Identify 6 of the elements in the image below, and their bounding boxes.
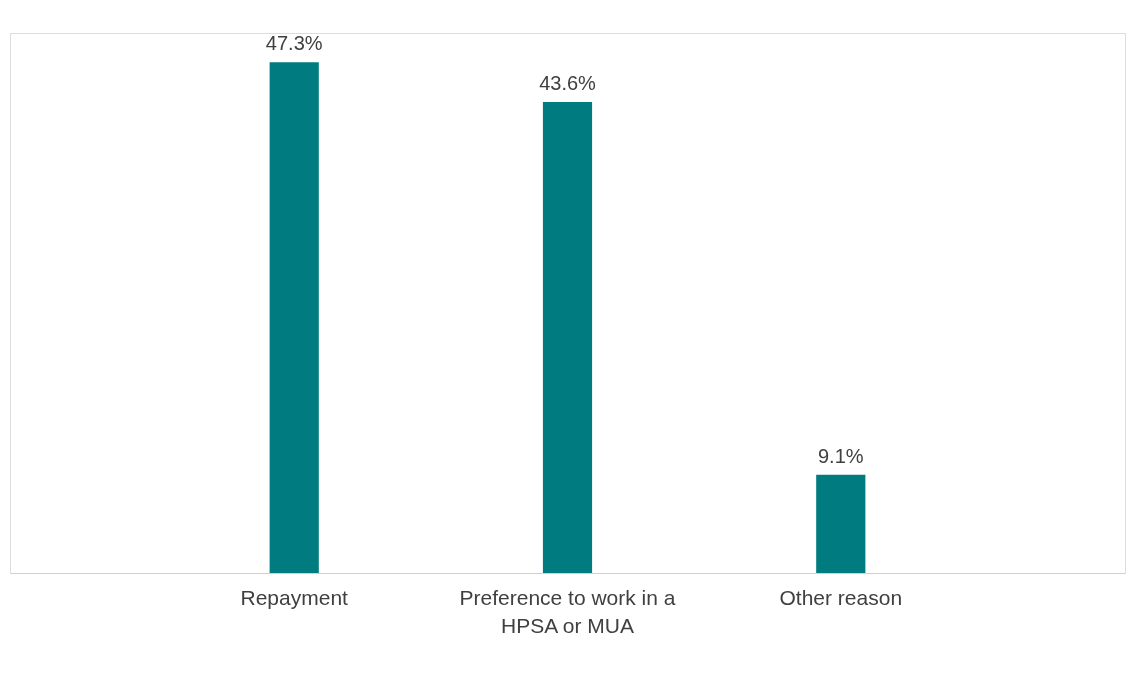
data-label: 9.1% <box>817 444 864 467</box>
data-label: 47.3% <box>265 32 323 55</box>
x-tick-label: Other reason <box>779 585 903 609</box>
x-tick-label: Preference to work in a HPSA or MUA <box>459 585 676 637</box>
x-tick-label: Repayment <box>240 585 349 609</box>
data-label: 43.6% <box>539 72 597 95</box>
